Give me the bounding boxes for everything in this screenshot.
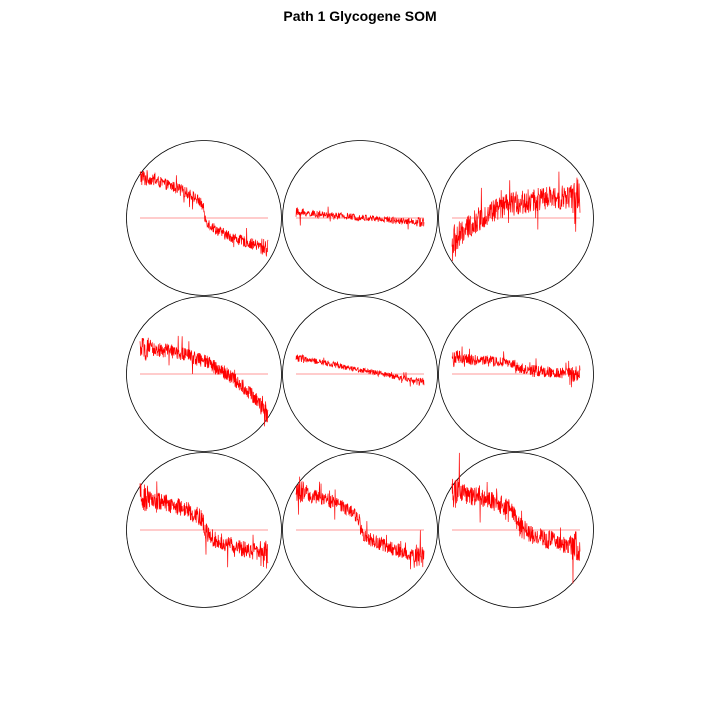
som-unit-profile-line: [451, 452, 581, 584]
som-unit-profile-line: [139, 170, 269, 258]
som-unit-r2-c2: [282, 296, 438, 452]
som-unit-circle: [282, 296, 438, 452]
som-unit-profile-line: [451, 171, 581, 262]
som-unit-circle: [438, 140, 594, 296]
som-unit-r1-c3: [438, 140, 594, 296]
som-unit-circle: [438, 452, 594, 608]
som-unit-r3-c2: [282, 452, 438, 608]
som-unit-r3-c3: [438, 452, 594, 608]
som-unit-profile-line: [139, 481, 269, 569]
som-unit-circle: [282, 452, 438, 608]
som-unit-profile-line: [295, 354, 425, 387]
som-unit-r1-c2: [282, 140, 438, 296]
chart-title: Path 1 Glycogene SOM: [283, 8, 437, 24]
som-unit-r1-c1: [126, 140, 282, 296]
som-unit-circle: [126, 452, 282, 608]
som-unit-r2-c1: [126, 296, 282, 452]
som-unit-profile-line: [139, 335, 269, 427]
som-unit-circle: [126, 296, 282, 452]
som-unit-r3-c1: [126, 452, 282, 608]
som-unit-r2-c3: [438, 296, 594, 452]
som-unit-profile-line: [451, 346, 581, 388]
som-unit-circle: [438, 296, 594, 452]
som-unit-circle: [126, 140, 282, 296]
som-unit-circle: [282, 140, 438, 296]
som-unit-profile-line: [295, 206, 425, 230]
som-unit-profile-line: [295, 476, 425, 570]
